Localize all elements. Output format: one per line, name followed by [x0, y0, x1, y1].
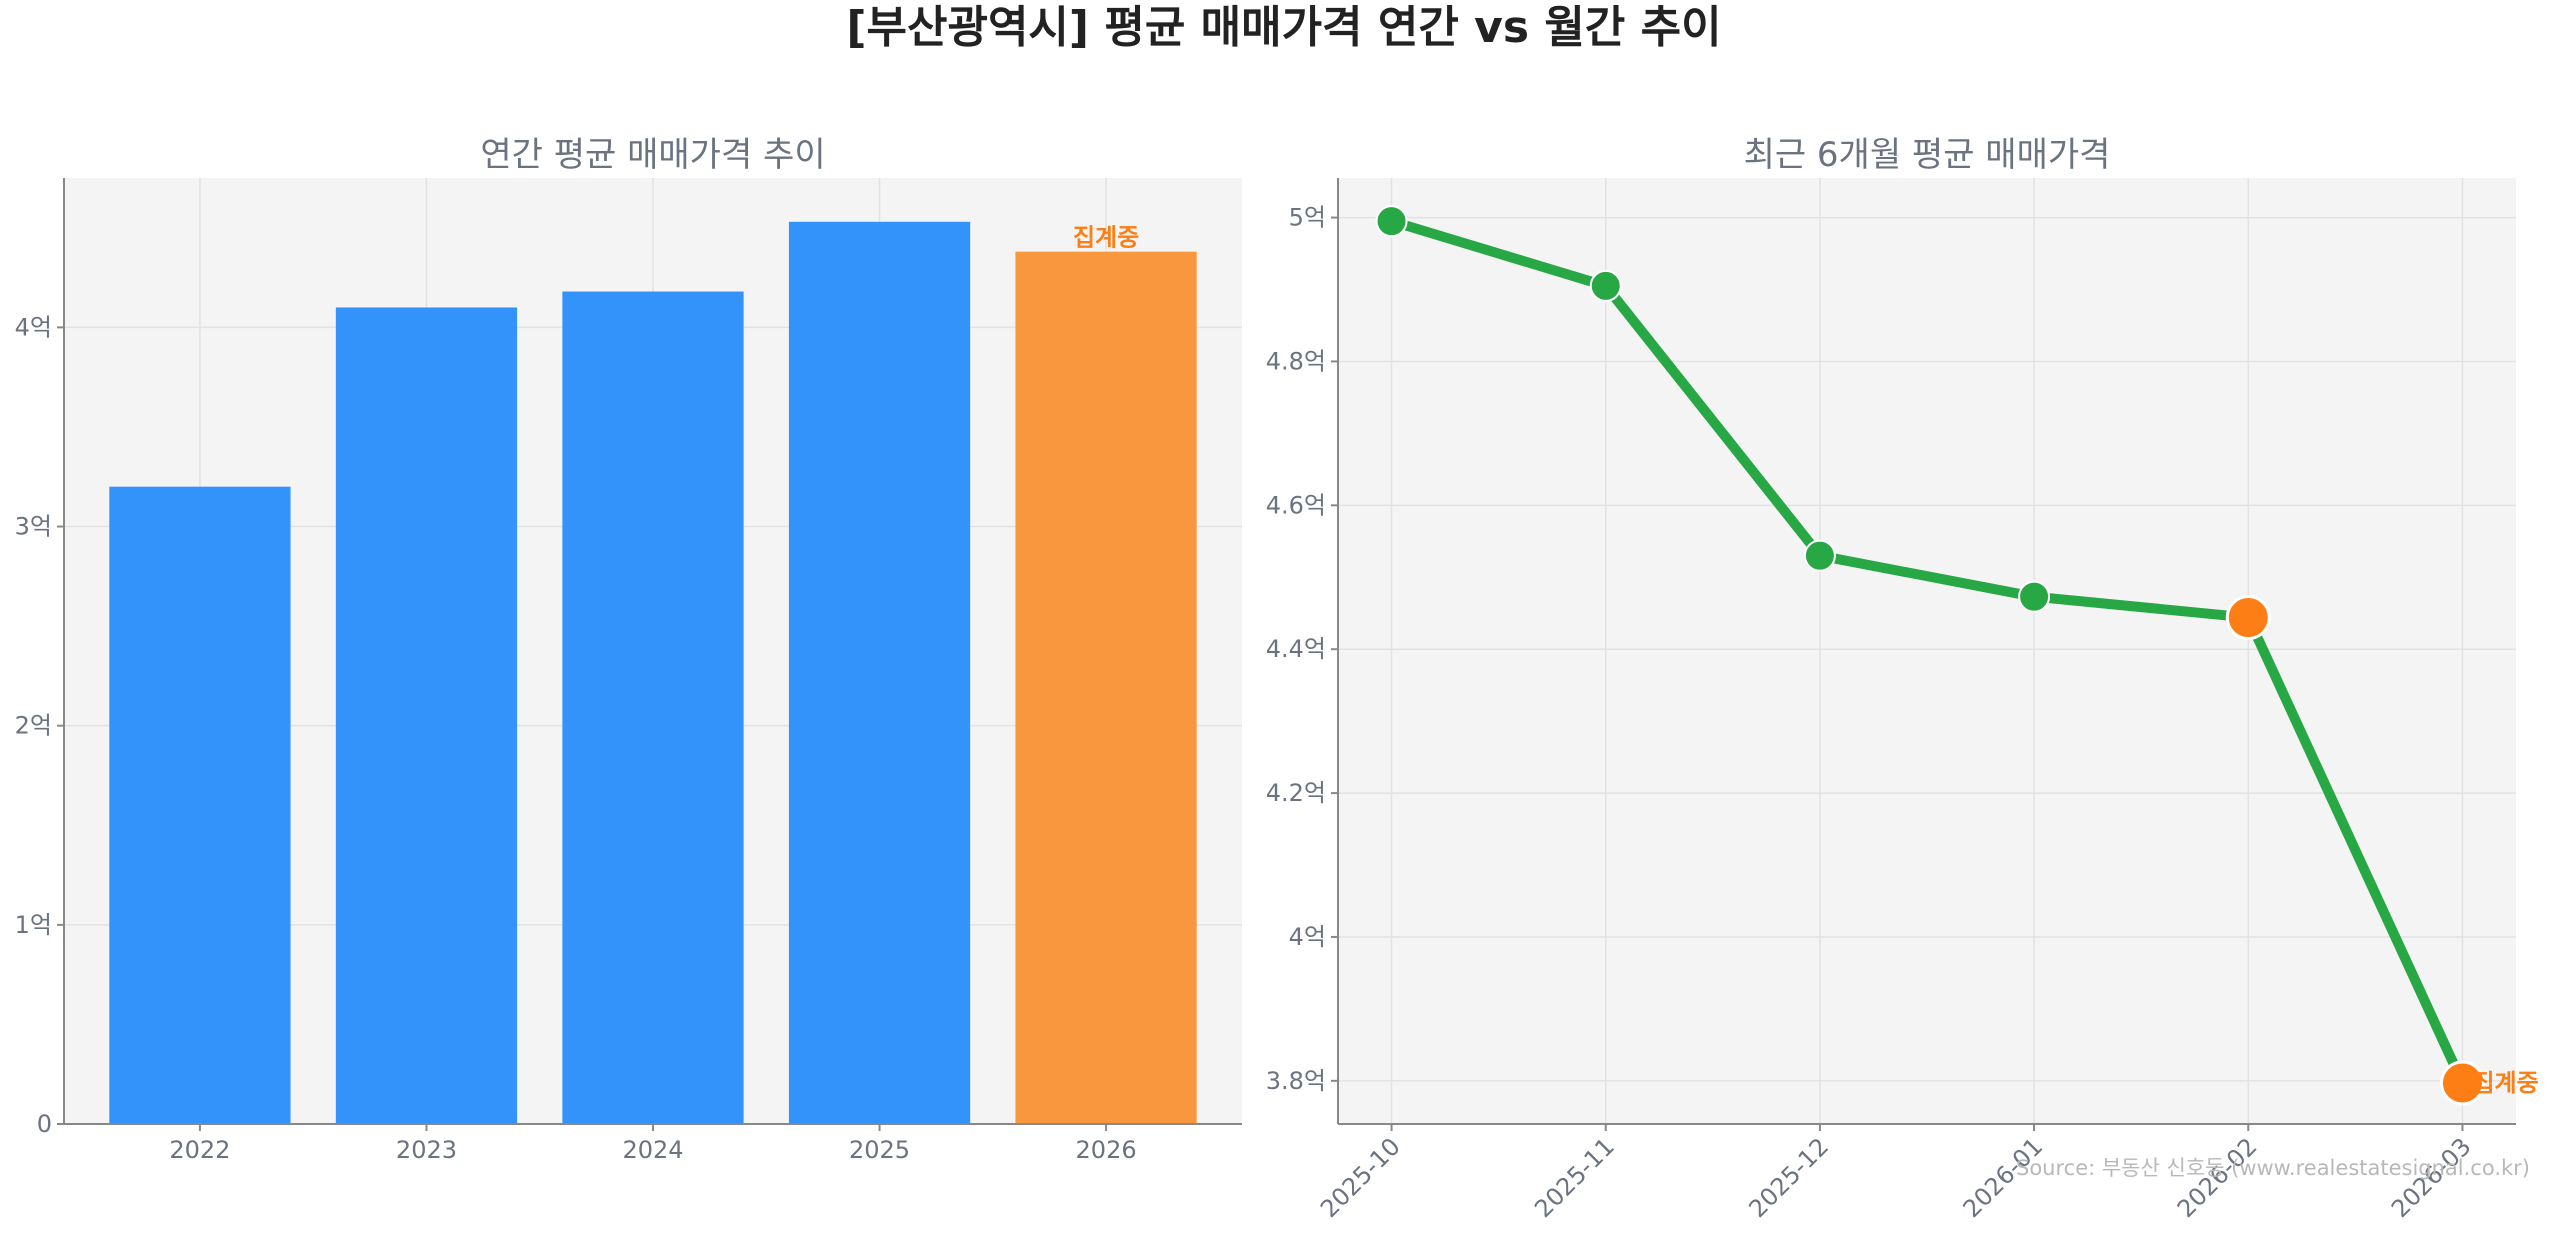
- y-tick-label: 4억: [15, 313, 52, 341]
- x-tick-label: 2023: [396, 1136, 457, 1164]
- bar-2025: [788, 221, 971, 1124]
- bar-2026: [1015, 251, 1197, 1124]
- x-tick-label: 2024: [622, 1136, 683, 1164]
- annual-bar-chart: 집계중 0 1억 2억 3억 4억 2022 2023 2024 2025 2026 연간 평균 매매…: [15, 135, 1242, 1164]
- bar-2022: [109, 486, 291, 1125]
- x-tick-label: 2025-11: [1529, 1132, 1620, 1223]
- y-tick-label: 4.6억: [1266, 491, 1326, 519]
- y-tick-label: 5억: [1289, 204, 1326, 232]
- x-tick-label: 2025-12: [1743, 1132, 1834, 1223]
- source-note: Source: 부동산 신호등 (www.realestatesignal.co…: [2016, 1156, 2530, 1180]
- figure-title: [부산광역시] 평균 매매가격 연간 vs 월간 추이: [846, 2, 1721, 53]
- data-point-2025-10: [1375, 205, 1408, 238]
- y-tick-label: 4.2억: [1266, 779, 1326, 807]
- plot-background: [1338, 178, 2516, 1124]
- y-tick-label: 2억: [15, 712, 52, 740]
- bar-2023: [335, 307, 518, 1124]
- y-tick-label: 3억: [15, 513, 52, 541]
- monthly-chart-title: 최근 6개월 평균 매매가격: [1744, 135, 2111, 175]
- x-tick-label: 2022: [169, 1136, 230, 1164]
- bar-annotation: 집계중: [1073, 224, 1139, 252]
- bar-2024: [562, 291, 744, 1124]
- data-point-2026-02: [2225, 595, 2271, 641]
- data-point-2025-12: [1803, 539, 1836, 572]
- x-tick-label: 2026: [1076, 1136, 1137, 1164]
- data-point-2025-11: [1589, 269, 1622, 302]
- annual-chart-title: 연간 평균 매매가격 추이: [480, 135, 825, 175]
- x-tick-label: 2025: [849, 1136, 910, 1164]
- series-line: [1386, 216, 2468, 1088]
- y-tick-label: 0: [37, 1110, 52, 1138]
- x-tick-label: 2025-10: [1315, 1132, 1406, 1223]
- data-point-2026-01: [2018, 580, 2051, 613]
- y-tick-label: 4.4억: [1266, 635, 1326, 663]
- line-annotation: 집계중: [2472, 1069, 2538, 1097]
- y-tick-label: 4억: [1289, 923, 1326, 951]
- data-point-2026-03: [2439, 1060, 2485, 1106]
- monthly-line-chart: 집계중 3.8억 4억 4.2억 4.4억 4.6억 4.8억 5억 2025-10 2025-1…: [1266, 135, 2539, 1223]
- y-tick-label: 1억: [15, 911, 52, 939]
- y-tick-label: 4.8억: [1266, 347, 1326, 375]
- y-tick-label: 3.8억: [1266, 1067, 1326, 1095]
